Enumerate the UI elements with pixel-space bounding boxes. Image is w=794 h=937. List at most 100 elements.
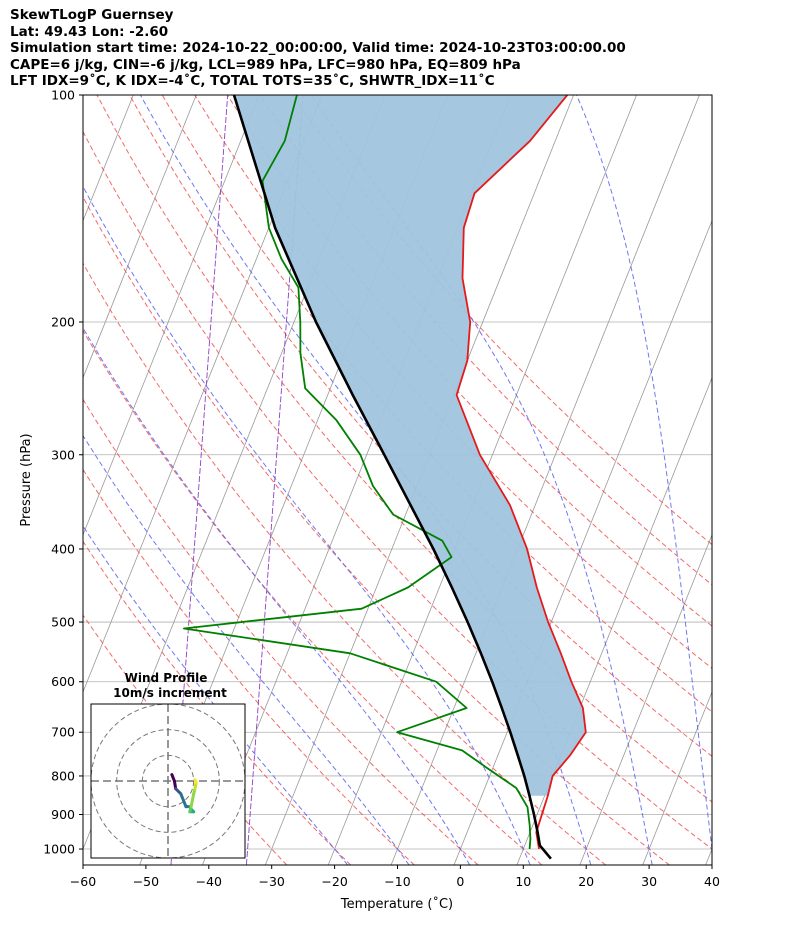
dry-adiabat-line (129, 95, 712, 757)
wind-barb-flag (739, 728, 741, 735)
y-tick-label: 300 (51, 447, 75, 462)
wind-barb (711, 336, 712, 338)
chart-header: SkewTLogP Guernsey Lat: 49.43 Lon: -2.60… (10, 7, 626, 90)
wind-barb-flag (735, 434, 737, 446)
wind-barb-flag (739, 149, 741, 161)
wind-barb-staff (711, 277, 712, 279)
wind-barb (711, 845, 712, 847)
isotherm-line (83, 95, 323, 694)
wind-barb-flag (738, 619, 740, 631)
dry-adiabat-line (83, 468, 415, 865)
wind-barb-flag (728, 862, 730, 874)
wind-barb-flag (730, 836, 732, 848)
wind-barb (711, 485, 737, 501)
wind-barb (711, 228, 739, 240)
wind-barb-flag (730, 793, 732, 805)
wind-barb-staff (711, 556, 712, 558)
wind-barb (711, 750, 730, 786)
wind-barb-staff (711, 499, 712, 501)
isotherm-line (453, 219, 712, 865)
hodograph-frame (90, 703, 246, 859)
wind-barb (711, 193, 740, 205)
dry-adiabat-line (194, 95, 712, 669)
moist-adiabat-line (83, 185, 531, 865)
wind-barb-staff (711, 750, 712, 752)
dry-adiabat-line (161, 95, 712, 713)
wind-barb-flag (738, 108, 740, 120)
wind-barb (711, 825, 712, 827)
wind-barb-flag (730, 257, 732, 269)
cape-shaded-area (234, 95, 586, 796)
wind-barb (711, 771, 732, 805)
wind-barb (712, 728, 741, 735)
isotherm-line (642, 690, 712, 865)
y-tick-label: 1000 (43, 842, 75, 857)
moist-adiabat-line (576, 95, 712, 853)
dry-adiabat-line (83, 195, 670, 865)
wind-barb-flag (731, 877, 733, 889)
isotherm-line (0, 95, 70, 865)
moist-adiabat-line (310, 95, 653, 865)
isotherm-line (83, 95, 260, 536)
hodograph-subtitle: 10m/s increment (113, 686, 227, 700)
x-tick-label: −20 (321, 874, 347, 889)
x-tick-label: 20 (578, 874, 594, 889)
wind-barb (711, 434, 737, 450)
wind-barb-flag (728, 774, 730, 786)
y-tick-label: 700 (51, 725, 75, 740)
wind-barb (711, 108, 740, 120)
isotherm-line (0, 95, 8, 865)
x-tick-label: 0 (456, 874, 464, 889)
wind-barb-staff (711, 448, 712, 450)
hodograph-inset: Wind Profile 10m/s increment (90, 671, 246, 859)
wind-barb-flag (730, 373, 732, 385)
hodograph-trace-segment (189, 792, 196, 809)
hodograph-title: Wind Profile (125, 671, 208, 685)
simulation-time-line: Simulation start time: 2024-10-22_00:00:… (10, 40, 626, 56)
y-tick-label: 600 (51, 674, 75, 689)
wind-barb (711, 839, 730, 874)
wind-barb (711, 556, 712, 558)
x-tick-label: −50 (133, 874, 159, 889)
x-axis-label: Temperature (˚C) (340, 896, 453, 912)
x-tick-label: −30 (259, 874, 285, 889)
wind-barb-staff (711, 393, 712, 396)
stability-indices-line-1: CAPE=6 j/kg, CIN=-6 j/kg, LCL=989 hPa, L… (10, 56, 521, 73)
wind-barb-flag (730, 817, 732, 829)
wind-barb-flag (735, 485, 737, 497)
isotherm-line (390, 95, 700, 865)
hodograph-trace-segment (193, 778, 198, 784)
wind-barb-staff (711, 839, 712, 841)
y-tick-label: 800 (51, 768, 75, 783)
location-line: Lat: 49.43 Lon: -2.60 (10, 23, 169, 40)
y-tick-label: 100 (51, 88, 75, 103)
wind-barb-flag (737, 228, 739, 240)
moist-adiabat-line (83, 434, 410, 865)
dry-adiabat-line (83, 540, 351, 865)
wind-barb-staff (711, 110, 712, 111)
dewpoint-line (182, 95, 532, 850)
wind-barb (711, 373, 732, 396)
wind-barb-flag (731, 872, 733, 884)
wind-barb-staff (711, 852, 712, 854)
wind-barb-staff (711, 825, 712, 827)
wind-barb (711, 619, 740, 631)
x-tick-label: 40 (704, 874, 720, 889)
wind-barb (711, 257, 732, 279)
x-tick-label: 30 (641, 874, 657, 889)
stability-indices-line-2: LFT IDX=9˚C, K IDX=-4˚C, TOTAL TOTS=35˚C… (10, 73, 495, 89)
isotherm-line (579, 533, 712, 865)
dry-adiabat-line (83, 329, 543, 865)
wind-barb-staff (711, 795, 712, 797)
x-tick-label: 10 (515, 874, 531, 889)
temperature-line (455, 95, 587, 850)
wind-barb-flag (738, 193, 740, 205)
hodograph-trace-segment (179, 792, 188, 809)
x-tick-label: −10 (384, 874, 410, 889)
axes: −60 −50 −40 −30 −20 −10 0 10 20 30 40 1000 900 800 700… (43, 88, 720, 890)
y-tick-label: 900 (51, 807, 75, 822)
y-tick-label: 500 (51, 615, 75, 630)
skewt-plot-area (0, 95, 741, 889)
wind-barb-staff (711, 194, 712, 196)
chart-title: SkewTLogP Guernsey (10, 7, 174, 23)
